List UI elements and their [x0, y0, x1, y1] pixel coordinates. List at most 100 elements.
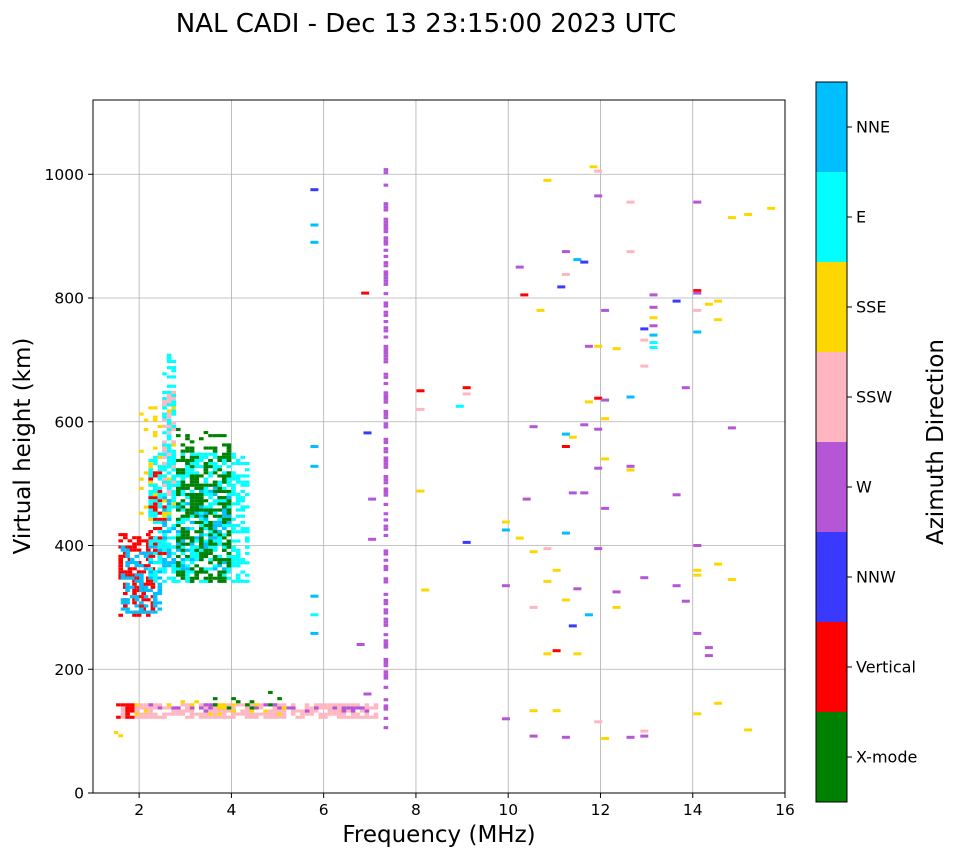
echo-point — [118, 734, 123, 738]
echo-point — [180, 489, 186, 493]
echo-point — [143, 712, 149, 716]
echo-point — [134, 564, 140, 568]
echo-point — [226, 551, 232, 555]
echo-point — [368, 537, 377, 541]
echo-point — [185, 462, 190, 466]
echo-point — [272, 709, 278, 713]
echo-point — [157, 545, 163, 549]
echo-point — [185, 434, 190, 438]
echo-point — [189, 480, 195, 484]
echo-point — [189, 576, 195, 580]
echo-point — [153, 486, 158, 490]
echo-point — [235, 496, 241, 500]
echo-point — [245, 493, 250, 497]
echo-point — [157, 502, 163, 506]
echo-point — [212, 449, 218, 453]
echo-point — [199, 465, 204, 469]
echo-point — [125, 598, 130, 602]
echo-point — [244, 709, 250, 713]
echo-point — [152, 595, 158, 599]
echo-point — [332, 706, 337, 710]
echo-point — [148, 514, 153, 518]
echo-point — [194, 452, 199, 456]
echo-point — [212, 468, 218, 472]
x-tick-label: 14 — [683, 801, 703, 819]
echo-point — [132, 545, 137, 549]
echo-point — [134, 579, 140, 583]
echo-point — [235, 558, 241, 562]
echo-point — [640, 576, 649, 580]
echo-point — [240, 508, 245, 512]
colorbar-label: Vertical — [856, 658, 916, 677]
echo-point — [383, 673, 389, 677]
echo-point — [626, 200, 635, 204]
echo-point — [222, 548, 227, 552]
echo-point — [116, 703, 121, 707]
echo-point — [134, 703, 140, 707]
echo-point — [515, 265, 524, 269]
echo-point — [180, 505, 186, 509]
echo-point — [162, 462, 167, 466]
echo-point — [693, 712, 702, 716]
echo-point — [235, 524, 241, 528]
echo-point — [176, 570, 181, 574]
echo-point — [231, 545, 236, 549]
echo-point — [176, 489, 181, 493]
echo-point — [153, 474, 158, 478]
echo-point — [180, 449, 186, 453]
echo-point — [194, 551, 199, 555]
echo-point — [245, 545, 250, 549]
echo-point — [189, 548, 195, 552]
echo-point — [649, 346, 658, 349]
echo-point — [693, 330, 702, 334]
echo-point — [199, 555, 204, 559]
echo-point — [123, 545, 128, 549]
echo-point — [231, 524, 236, 528]
plot-frame — [92, 99, 786, 794]
echo-point — [383, 602, 389, 606]
echo-point — [118, 570, 123, 574]
echo-point — [336, 703, 342, 707]
echo-point — [189, 508, 195, 512]
echo-point — [166, 418, 172, 422]
echo-point — [245, 536, 250, 540]
echo-point — [203, 452, 209, 456]
echo-point — [189, 493, 195, 497]
echo-point — [185, 446, 190, 450]
echo-point — [383, 382, 389, 386]
echo-point — [203, 480, 209, 484]
echo-point — [139, 573, 144, 577]
echo-point — [148, 709, 153, 713]
echo-point — [208, 573, 213, 577]
echo-point — [231, 709, 236, 713]
echo-point — [208, 489, 213, 493]
echo-point — [157, 493, 163, 497]
echo-point — [162, 517, 167, 521]
echo-point — [166, 434, 172, 438]
echo-point — [203, 462, 209, 466]
echo-point — [180, 443, 186, 447]
echo-point — [189, 483, 195, 487]
echo-point — [180, 570, 186, 574]
echo-point — [162, 579, 167, 583]
echo-point — [180, 539, 186, 543]
echo-point — [203, 511, 209, 515]
echo-point — [364, 709, 370, 713]
echo-point — [235, 551, 241, 555]
echo-point — [120, 548, 126, 552]
echo-point — [263, 703, 268, 707]
echo-point — [180, 551, 186, 555]
echo-point — [185, 703, 190, 707]
echo-point — [134, 709, 140, 713]
echo-point — [649, 305, 658, 309]
echo-point — [208, 446, 213, 450]
echo-point — [383, 391, 389, 395]
echo-point — [222, 462, 227, 466]
echo-point — [221, 715, 227, 719]
echo-point — [148, 703, 153, 707]
echo-point — [217, 468, 222, 472]
echo-point — [136, 542, 142, 546]
echo-point — [176, 561, 181, 565]
echo-point — [336, 706, 342, 710]
echo-point — [143, 418, 149, 422]
